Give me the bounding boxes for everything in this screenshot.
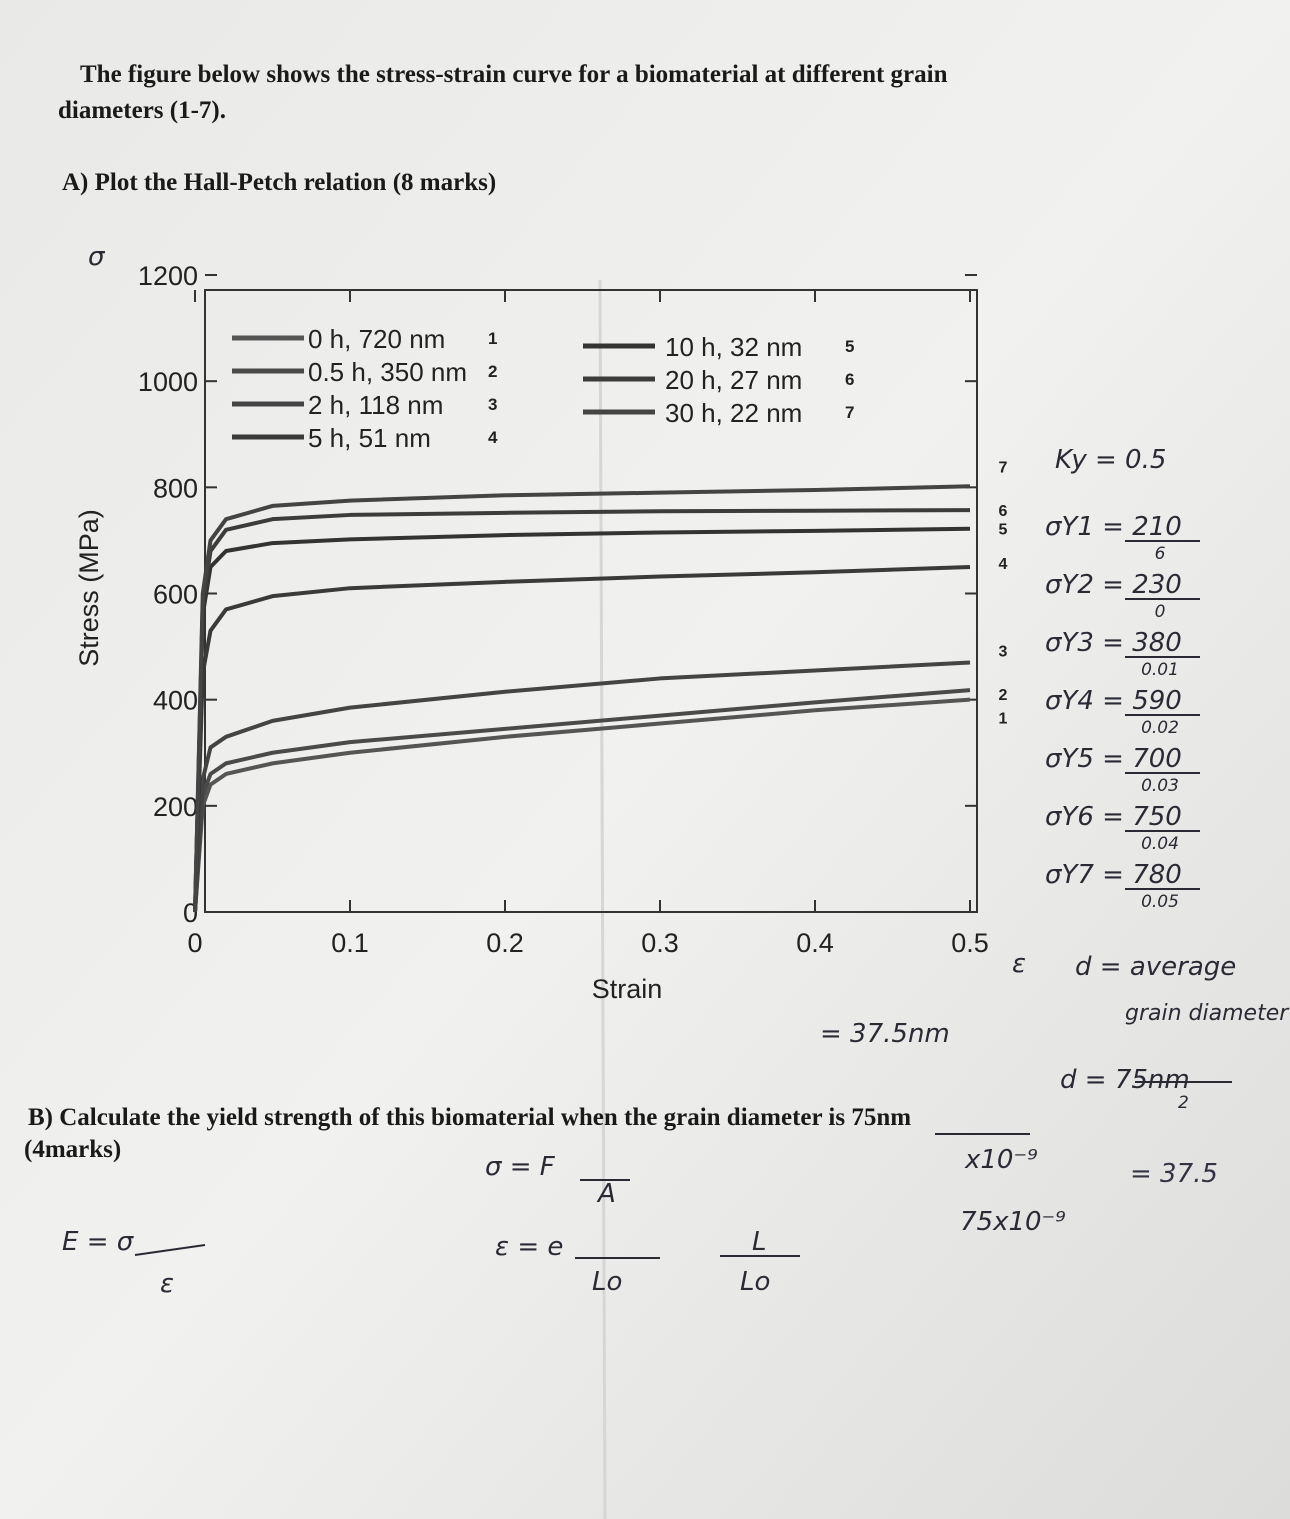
curve-tag: 4 [999,556,1008,573]
legend-tag: 1 [488,329,497,348]
hw-yield: σY2 = 230 [1045,570,1182,600]
x-tick-label: 0.3 [641,928,679,958]
intro-line: The figure below shows the stress-strain… [80,61,948,88]
curve [193,660,971,913]
fraction-bar [134,1244,206,1256]
hw-yield-under: 0.02 [1141,718,1179,738]
legend-label: 0 h, 720 nm [308,324,445,354]
legend-tag: 3 [488,395,497,414]
y-tick-label: 1200 [138,261,198,291]
hw-stress: σ = F [485,1152,556,1182]
x-axis-label: Strain [592,974,663,1004]
hw-epsilon: ε [1012,949,1026,979]
hw-exp: x10⁻⁹ [964,1145,1038,1175]
hw-yield-under: 0.04 [1141,834,1179,854]
hw-strain-den: Lo [592,1267,622,1297]
question-a: A) Plot the Hall-Petch relation (8 marks… [62,169,496,196]
hw-yield-under: 0.05 [1141,892,1179,912]
hw-strain: ε = e [495,1232,563,1262]
hw-d-def: d = average [1075,952,1236,982]
hw-yield: σY3 = 380 [1045,628,1182,658]
legend-tag: 2 [488,362,497,381]
legend-tag: 5 [845,337,854,356]
y-tick-label: 400 [153,686,198,716]
question-b: (4marks) [24,1136,121,1163]
hw-d-result: = 37.5 [1130,1159,1218,1189]
legend-label: 0.5 h, 350 nm [308,357,467,387]
fold [598,279,607,1519]
x-tick-label: 0.4 [796,928,834,958]
hw-d-calc: d = 75nm [1060,1065,1190,1095]
hw-d-nm: = 37.5nm [820,1019,950,1049]
hw-yield-under: 0.01 [1141,660,1179,680]
curve-tag: 7 [999,459,1008,476]
hw-yield-under: 0.03 [1141,776,1179,796]
y-tick-label: 1000 [138,367,198,397]
curve-tag: 3 [999,644,1008,661]
hw-yield-under: 0 [1155,602,1166,622]
legend-label: 5 h, 51 nm [308,423,431,453]
hw-yield: σY7 = 780 [1045,860,1182,890]
hw-yield: σY4 = 590 [1045,686,1182,716]
legend-label: 2 h, 118 nm [308,390,443,420]
hw-strain2: L [752,1227,767,1257]
x-tick-label: 0.1 [331,928,369,958]
hw-strain2-den: Lo [740,1267,770,1297]
hw-stress-den: A [596,1179,616,1209]
legend-label: 30 h, 22 nm [665,398,802,428]
x-tick-label: 0 [187,928,202,958]
curve-tag: 1 [999,711,1008,728]
legend-tag: 6 [845,370,854,389]
curve [193,697,971,913]
y-axis-label: Stress (MPa) [74,509,104,667]
hw-modulus: E = σ [62,1227,135,1257]
y-tick-label: 800 [153,473,198,503]
hw-ky: Ky = 0.5 [1055,445,1166,475]
hw-exp2: 75x10⁻⁹ [960,1207,1066,1237]
hw-yield: σY5 = 700 [1045,744,1182,774]
intro-line: diameters (1-7). [58,97,226,124]
hw-yield-under: 6 [1155,544,1166,564]
question-b: B) Calculate the yield strength of this … [28,1104,911,1131]
y-tick-label: 600 [153,580,198,610]
legend-label: 20 h, 27 nm [665,365,802,395]
curve-tag: 2 [999,687,1008,704]
legend-tag: 4 [488,428,498,447]
curve [193,564,971,913]
legend-label: 10 h, 32 nm [665,332,802,362]
curve-tag: 6 [999,503,1008,520]
legend-tag: 7 [845,403,854,422]
y-tick-label: 200 [153,792,198,822]
x-tick-label: 0.5 [951,928,989,958]
hw-d-den: 2 [1178,1093,1189,1113]
hw-yield: σY1 = 210 [1045,512,1182,542]
curve [193,688,971,913]
hw-d-def: grain diameter [1125,1001,1290,1026]
curve-tag: 5 [999,522,1008,539]
hw-sigma: σ [88,242,106,272]
x-tick-label: 0.2 [486,928,524,958]
hw-yield: σY6 = 750 [1045,802,1182,832]
hw-modulus-den: ε [160,1269,174,1299]
curve [193,484,971,913]
